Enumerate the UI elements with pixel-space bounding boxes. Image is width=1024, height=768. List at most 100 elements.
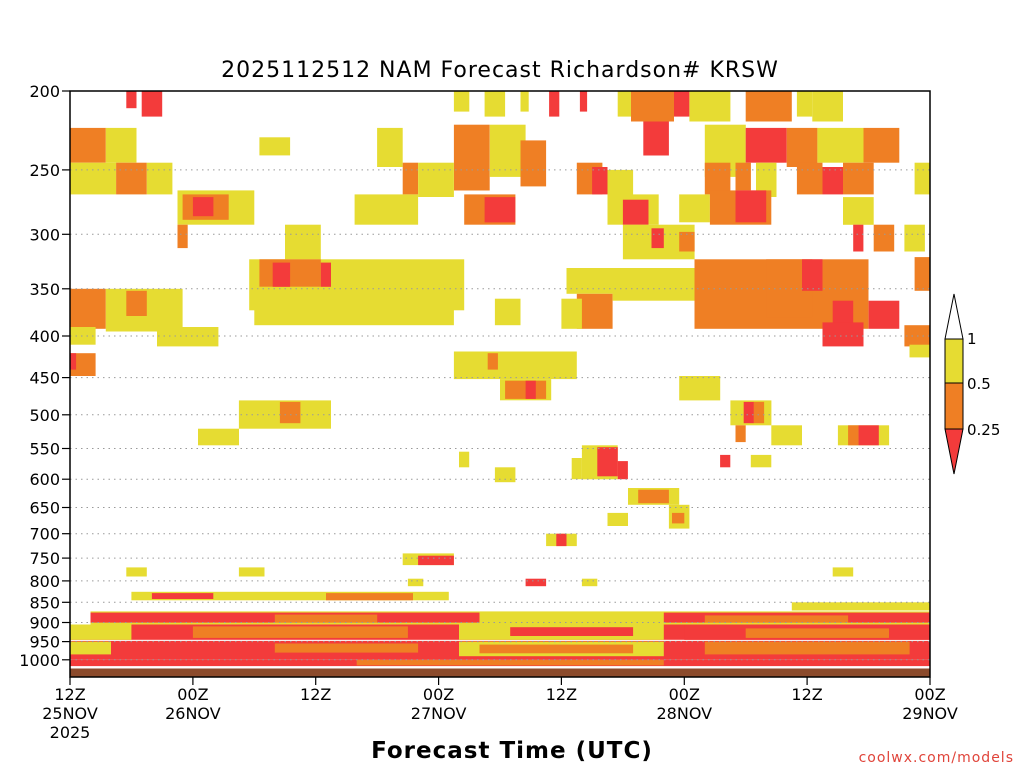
plot-frame bbox=[69, 90, 931, 678]
x-tick-label-72-0: 12Z bbox=[791, 685, 822, 704]
heatmap-cell-17 bbox=[377, 127, 403, 167]
heatmap-cell-47 bbox=[484, 197, 516, 223]
heatmap-cell-9 bbox=[674, 91, 690, 117]
heatmap-cell-95 bbox=[279, 401, 301, 424]
legend-label-2: 0.25 bbox=[967, 421, 1000, 439]
heatmap-cell-66 bbox=[70, 327, 96, 345]
y-tick-label-600: 600 bbox=[29, 470, 60, 489]
heatmap-cell-14 bbox=[70, 127, 106, 163]
heatmap-cell-31 bbox=[418, 162, 454, 197]
heatmap-cell-103 bbox=[858, 425, 879, 446]
heatmap-cell-21 bbox=[643, 121, 669, 156]
heatmap-cell-72 bbox=[494, 298, 521, 326]
y-tick-label-750: 750 bbox=[29, 549, 60, 568]
heatmap-cell-28 bbox=[116, 162, 147, 195]
heatmap-cell-136 bbox=[704, 615, 849, 623]
heatmap-cell-49 bbox=[622, 199, 649, 225]
ground-bar bbox=[70, 668, 930, 677]
heatmap-cell-0 bbox=[126, 91, 137, 109]
heatmap-cell-23 bbox=[745, 127, 787, 163]
heatmap-cell-27 bbox=[70, 162, 117, 195]
heatmap-cell-89 bbox=[487, 353, 498, 370]
heatmap-cell-10 bbox=[689, 91, 731, 122]
heatmap-cell-88 bbox=[453, 351, 577, 380]
heatmap-cell-149 bbox=[704, 641, 910, 655]
heatmap-cell-127 bbox=[581, 578, 598, 587]
x-tick-label-36-0: 00Z bbox=[423, 685, 454, 704]
heatmap-cell-75 bbox=[561, 298, 582, 329]
heatmap-cell-109 bbox=[494, 467, 516, 483]
heatmap-cell-52 bbox=[735, 190, 767, 223]
heatmap-cell-86 bbox=[70, 353, 96, 376]
heatmap-cell-80 bbox=[832, 300, 854, 329]
heatmap-cell-99 bbox=[753, 401, 765, 424]
heatmap-cell-70 bbox=[320, 262, 331, 287]
heatmap-cell-54 bbox=[177, 224, 188, 249]
x-tick-label-84-0: 00Z bbox=[914, 685, 945, 704]
heatmap-cell-141 bbox=[510, 627, 634, 636]
credit-text: coolwx.com/models bbox=[859, 750, 1014, 766]
x-tick-label-60-0: 00Z bbox=[669, 685, 700, 704]
x-tick-label-60-1: 28NOV bbox=[657, 704, 713, 723]
heatmap-cell-100 bbox=[735, 425, 746, 443]
heatmap-cell-143 bbox=[745, 628, 889, 638]
heatmap-cell-24 bbox=[786, 127, 818, 167]
y-tick-label-800: 800 bbox=[29, 572, 60, 591]
x-tick-label-24-0: 12Z bbox=[300, 685, 331, 704]
heatmap-cell-2 bbox=[453, 91, 470, 112]
heatmap-cell-65 bbox=[157, 327, 219, 347]
heatmap-cell-128 bbox=[131, 591, 449, 601]
heatmap-cell-114 bbox=[638, 489, 669, 504]
heatmap-cell-61 bbox=[904, 224, 925, 252]
y-tick-label-300: 300 bbox=[29, 225, 60, 244]
heatmap-cell-125 bbox=[407, 578, 424, 587]
heatmap-cell-108 bbox=[617, 461, 628, 480]
y-tick-label-200: 200 bbox=[29, 82, 60, 101]
heatmap-cell-74 bbox=[576, 293, 613, 329]
heatmap-cell-37 bbox=[756, 162, 777, 197]
heatmap-cell-19 bbox=[489, 124, 526, 177]
y-tick-label-550: 550 bbox=[29, 440, 60, 459]
heatmap-cell-53 bbox=[843, 197, 874, 225]
legend-label-0: 1 bbox=[967, 330, 977, 348]
x-tick-label-84-1: 29NOV bbox=[902, 704, 958, 723]
y-tick-label-450: 450 bbox=[29, 369, 60, 388]
heatmap-cell-106 bbox=[597, 447, 618, 477]
heatmap-cell-122 bbox=[126, 567, 147, 577]
heatmap-cell-129 bbox=[151, 593, 214, 599]
y-tick-label-950: 950 bbox=[29, 633, 60, 652]
heatmap-cell-98 bbox=[743, 401, 754, 424]
heatmap-cell-45 bbox=[354, 194, 419, 225]
heatmap-cell-131 bbox=[791, 602, 930, 611]
heatmap-cell-76 bbox=[612, 268, 695, 301]
heatmap-cell-79 bbox=[802, 259, 823, 291]
heatmap-cell-18 bbox=[453, 124, 490, 191]
legend-label-1: 0.5 bbox=[967, 375, 991, 393]
heatmap-cell-58 bbox=[679, 231, 695, 252]
heatmap-cell-40 bbox=[843, 162, 874, 195]
heatmap-cell-12 bbox=[796, 91, 813, 117]
heatmap-cell-87 bbox=[70, 353, 77, 370]
y-axis-ticks: 200 250 300 350 400 450 500 550 600 650 700 750 800 8… bbox=[19, 82, 70, 670]
heatmap-cell-59 bbox=[853, 224, 864, 252]
heatmap-cell-62 bbox=[70, 288, 106, 329]
x-axis-label: Forecast Time (UTC) bbox=[371, 738, 653, 764]
y-tick-label-400: 400 bbox=[29, 327, 60, 346]
heatmap-cells bbox=[70, 91, 930, 667]
legend-swatch-0.5-1 bbox=[944, 338, 964, 384]
heatmap-cell-139 bbox=[192, 626, 408, 638]
x-tick-label-36-1: 27NOV bbox=[411, 704, 467, 723]
heatmap-cell-25 bbox=[817, 127, 864, 163]
heatmap-cell-64 bbox=[126, 290, 147, 316]
y-tick-label-850: 850 bbox=[29, 593, 60, 612]
heatmap-cell-151 bbox=[356, 659, 664, 666]
heatmap-cell-104 bbox=[848, 425, 859, 446]
heatmap-cell-110 bbox=[459, 451, 470, 468]
legend-swatch-below-0.25 bbox=[944, 428, 964, 475]
heatmap-cell-36 bbox=[735, 162, 751, 191]
legend: 1 0.5 0.25 bbox=[944, 293, 1000, 475]
heatmap-cell-96 bbox=[198, 428, 239, 446]
heatmap-cell-84 bbox=[909, 344, 930, 358]
